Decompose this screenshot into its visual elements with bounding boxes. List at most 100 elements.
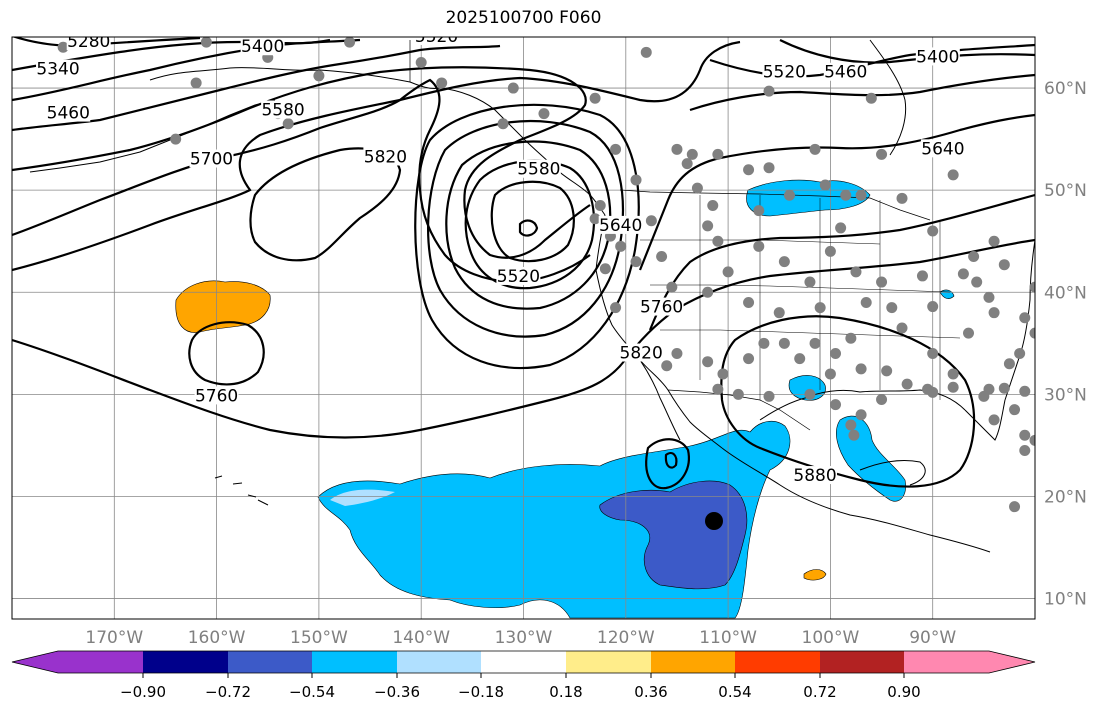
contour-5460-east bbox=[779, 39, 1035, 64]
contour-label: 5520 bbox=[415, 27, 458, 47]
colorbar-tick-label: 0.54 bbox=[718, 683, 751, 701]
station-dot bbox=[804, 388, 816, 400]
contour-label: 5640 bbox=[599, 216, 642, 236]
contour-label-bg bbox=[762, 62, 807, 81]
station-dot bbox=[998, 382, 1010, 394]
station-dot bbox=[988, 307, 1000, 319]
station-dot bbox=[732, 388, 744, 400]
station-dot bbox=[957, 268, 969, 280]
contour-label: 5520 bbox=[497, 267, 540, 287]
station-dot bbox=[830, 399, 842, 411]
station-dot bbox=[855, 363, 867, 375]
colorbar-tick-label: 0.90 bbox=[887, 683, 920, 701]
station-dot bbox=[1019, 312, 1031, 324]
contour-label: 5520 bbox=[763, 63, 806, 83]
station-dot bbox=[804, 276, 816, 288]
station-dot bbox=[845, 332, 857, 344]
lat-tick-label: 30°N bbox=[1044, 385, 1087, 405]
station-dot bbox=[671, 143, 683, 155]
contour-low-6 bbox=[414, 103, 640, 370]
shade-neg-018-fringe bbox=[330, 489, 395, 506]
station-dot bbox=[971, 276, 983, 288]
lon-tick-label: 100°W bbox=[802, 628, 860, 648]
colorbar-segment bbox=[143, 651, 228, 673]
contour-5580 bbox=[12, 66, 591, 259]
east-coast bbox=[1004, 239, 1035, 401]
contour-label-bg bbox=[414, 37, 459, 45]
station-dot bbox=[282, 118, 294, 130]
station-dot bbox=[916, 270, 928, 282]
contour-5880-high bbox=[720, 315, 976, 488]
map-frame bbox=[11, 36, 1036, 620]
station-dot bbox=[686, 148, 698, 160]
station-dot bbox=[758, 337, 770, 349]
lat-tick-label: 40°N bbox=[1044, 283, 1087, 303]
station-dot bbox=[876, 393, 888, 405]
station-dot bbox=[415, 57, 427, 69]
station-dot bbox=[778, 256, 790, 268]
contour-5400 bbox=[12, 38, 361, 102]
contour-label-bg bbox=[516, 159, 561, 178]
contour-label-bg bbox=[496, 266, 541, 285]
station-dot bbox=[860, 296, 872, 308]
station-dot bbox=[881, 365, 893, 377]
station-dot bbox=[763, 85, 775, 97]
station-dot bbox=[702, 356, 714, 368]
lon-tick-label: 170°W bbox=[85, 628, 143, 648]
contour-label-bg bbox=[793, 466, 838, 485]
station-dot bbox=[630, 256, 642, 268]
station-dot bbox=[763, 162, 775, 174]
contour-5880-mexico-small-outer bbox=[645, 438, 690, 490]
station-dot bbox=[344, 37, 356, 48]
station-dot bbox=[840, 189, 852, 201]
station-dot bbox=[896, 192, 908, 204]
station-dot bbox=[988, 235, 1000, 247]
colorbar-tick-label: −0.54 bbox=[289, 683, 335, 701]
contour-label: 5880 bbox=[793, 466, 836, 486]
station-dot bbox=[783, 189, 795, 201]
contour-label: 5280 bbox=[67, 32, 110, 52]
lon-tick-label: 140°W bbox=[392, 628, 450, 648]
colorbar-segment bbox=[312, 651, 397, 673]
latitude-labels: 60°N 50°N 40°N 30°N 20°N 10°N bbox=[1044, 79, 1087, 610]
station-dot bbox=[1009, 404, 1021, 416]
station-dot bbox=[702, 286, 714, 298]
map-layers: 5280 5340 5400 5520 5460 5580 5700 5820 5580 5520… bbox=[12, 27, 1035, 619]
contour-label-bg bbox=[639, 297, 684, 316]
station-dot bbox=[927, 301, 939, 313]
shade-neg-036-canada bbox=[746, 179, 871, 217]
contour-5820-dome bbox=[249, 147, 402, 262]
mexico-pacific bbox=[721, 447, 991, 553]
station-markers bbox=[57, 37, 1035, 513]
station-dot bbox=[848, 429, 860, 441]
contour-5640-wave bbox=[638, 113, 1035, 271]
station-dot bbox=[896, 322, 908, 334]
contour-label: 5760 bbox=[195, 386, 238, 406]
contour-label: 5820 bbox=[620, 344, 663, 364]
contour-5460 bbox=[12, 44, 501, 132]
lon-tick-label: 150°W bbox=[290, 628, 348, 648]
station-dot bbox=[824, 245, 836, 257]
station-dot bbox=[1029, 281, 1035, 293]
station-dot bbox=[630, 174, 642, 186]
station-dot bbox=[640, 46, 652, 58]
station-dot bbox=[886, 302, 898, 314]
station-dot bbox=[988, 414, 1000, 426]
station-dot bbox=[1029, 434, 1035, 446]
station-dot bbox=[855, 189, 867, 201]
station-dot bbox=[190, 77, 202, 89]
contour-label: 5700 bbox=[190, 150, 233, 170]
station-dot bbox=[589, 213, 601, 225]
station-dot bbox=[1003, 358, 1015, 370]
station-dot bbox=[691, 182, 703, 194]
lon-tick-label: 160°W bbox=[188, 628, 246, 648]
contour-low-4 bbox=[445, 140, 612, 310]
contour-5820-wave bbox=[624, 238, 1035, 361]
shade-pos-054-small bbox=[803, 569, 827, 581]
station-dot bbox=[876, 276, 888, 288]
station-dot bbox=[830, 348, 842, 360]
contour-label: 5340 bbox=[36, 60, 79, 80]
colorbar-segment bbox=[820, 651, 904, 673]
station-dot bbox=[1009, 501, 1021, 513]
